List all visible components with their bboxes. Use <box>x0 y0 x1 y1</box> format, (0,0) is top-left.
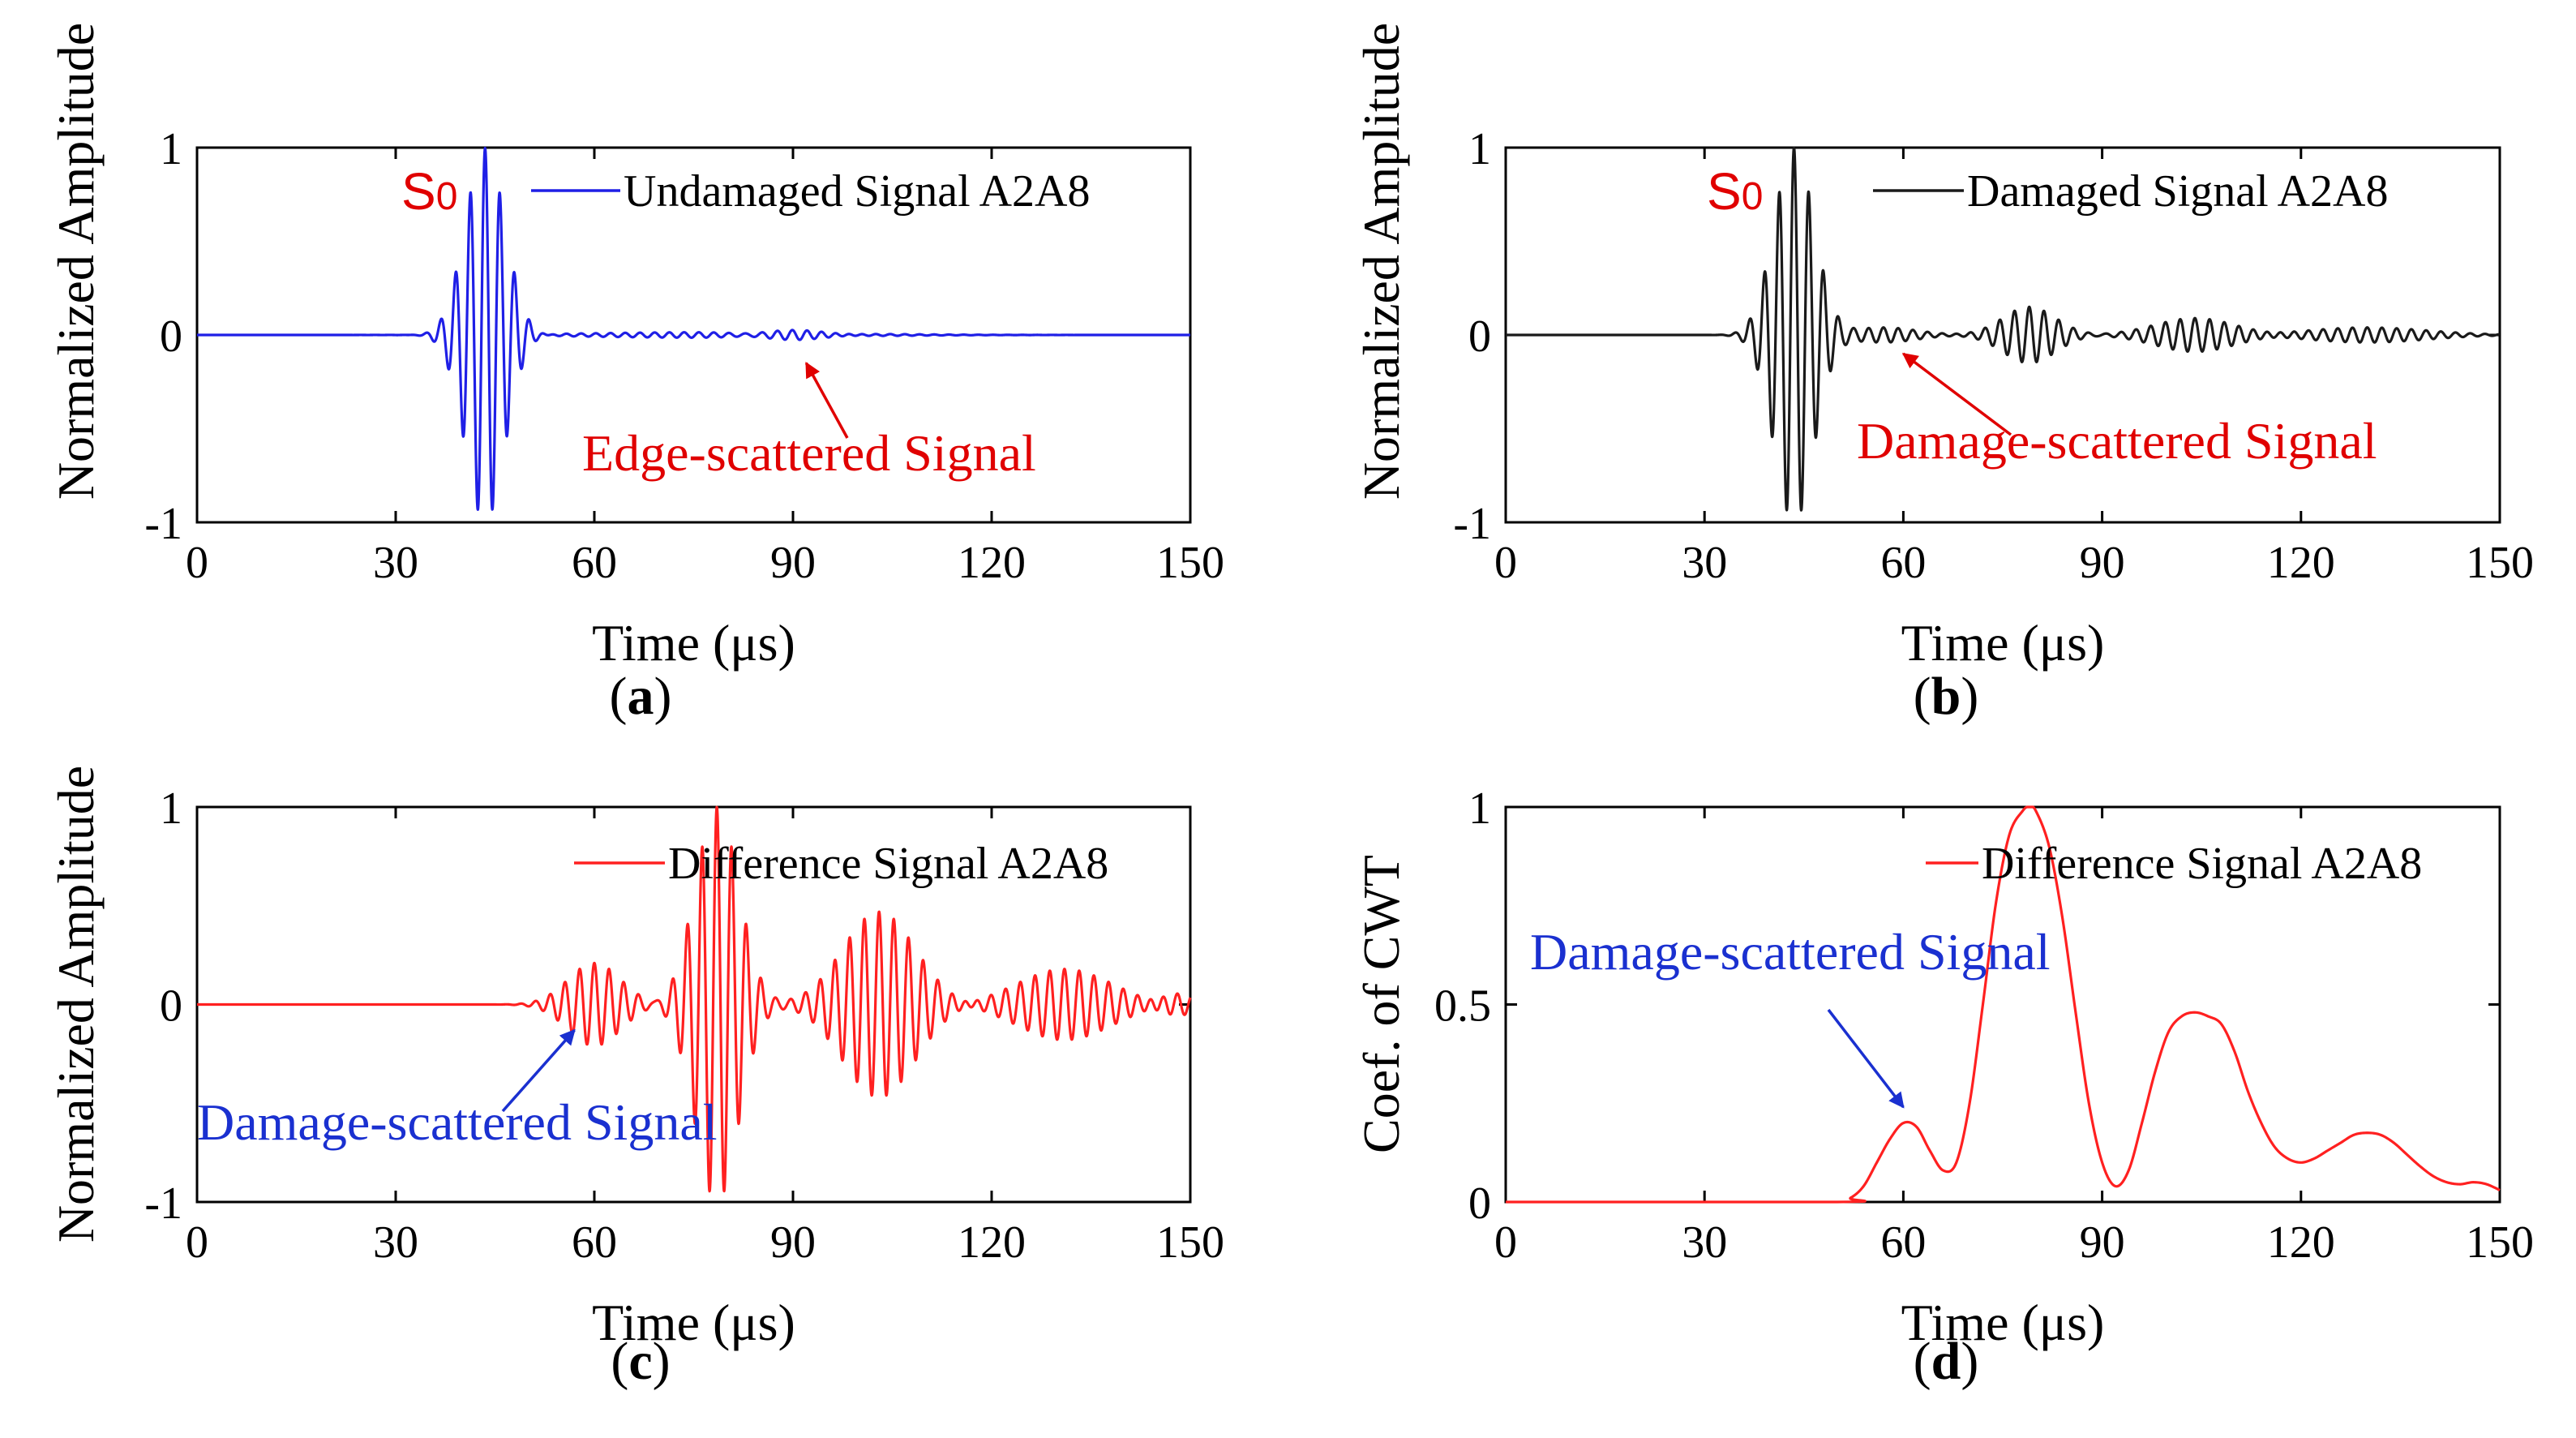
x-axis-label: Time (μs) <box>592 1294 795 1351</box>
x-tick-label: 30 <box>1682 1217 1727 1268</box>
series-line-b <box>1504 146 2501 512</box>
y-tick-label: 0 <box>160 311 182 362</box>
annotation-label: Damage-scattered Signal <box>1530 923 2051 981</box>
y-tick-label: 1 <box>160 124 182 174</box>
x-tick-label: 0 <box>186 538 208 588</box>
mode-label-s0: S0 <box>401 162 457 221</box>
y-tick-label: -1 <box>1453 499 1491 549</box>
x-tick-label: 120 <box>2267 538 2335 588</box>
x-tick-label: 90 <box>2080 538 2125 588</box>
y-tick-label: 1 <box>1468 783 1491 834</box>
x-tick-label: 120 <box>958 538 1026 588</box>
x-tick-label: 30 <box>373 538 418 588</box>
x-tick-label: 150 <box>1156 1217 1224 1268</box>
panel-caption: (a) <box>610 667 672 726</box>
y-tick-label: -1 <box>144 499 182 549</box>
y-axis-label: Normalized Amplitude <box>47 766 105 1243</box>
x-axis-label: Time (μs) <box>1901 614 2105 672</box>
y-tick-label: 0 <box>160 981 182 1032</box>
legend-label: Damaged Signal A2A8 <box>1967 166 2388 217</box>
x-tick-label: 150 <box>2466 538 2534 588</box>
legend-label: Undamaged Signal A2A8 <box>624 166 1090 217</box>
y-tick-label: 0.5 <box>1434 981 1491 1032</box>
y-axis-label: Normalized Amplitude <box>1352 23 1410 500</box>
x-axis-label: Time (μs) <box>592 614 795 672</box>
y-tick-label: 1 <box>160 783 182 834</box>
y-tick-label: 0 <box>1468 311 1491 362</box>
annotation-arrow <box>1901 352 2012 436</box>
x-tick-label: 90 <box>2080 1217 2125 1268</box>
x-tick-label: 60 <box>572 538 617 588</box>
y-axis-label: Coef. of CWT <box>1352 855 1410 1153</box>
series-line-a <box>195 146 1192 511</box>
y-tick-label: 0 <box>1468 1178 1491 1229</box>
x-tick-label: 90 <box>770 1217 816 1268</box>
series-line-c <box>195 805 1192 1193</box>
annotation-label: Edge-scattered Signal <box>582 424 1036 482</box>
x-tick-label: 30 <box>1682 538 1727 588</box>
panel-caption: (c) <box>611 1332 670 1391</box>
panel-caption: (b) <box>1914 667 1979 726</box>
x-tick-label: 60 <box>572 1217 617 1268</box>
y-tick-label: -1 <box>144 1178 182 1229</box>
legend-label: Difference Signal A2A8 <box>668 839 1108 889</box>
y-axis-label: Normalized Amplitude <box>47 23 105 500</box>
annotation-label: Damage-scattered Signal <box>197 1093 718 1151</box>
annotation-arrow <box>1827 1008 1905 1109</box>
x-axis-label: Time (μs) <box>1901 1294 2105 1351</box>
x-tick-label: 90 <box>770 538 816 588</box>
annotation-arrow <box>501 1028 576 1113</box>
x-tick-label: 120 <box>958 1217 1026 1268</box>
x-tick-label: 150 <box>2466 1217 2534 1268</box>
x-tick-label: 60 <box>1880 1217 1926 1268</box>
x-tick-label: 60 <box>1880 538 1926 588</box>
x-tick-label: 0 <box>1494 538 1517 588</box>
x-tick-label: 150 <box>1156 538 1224 588</box>
x-tick-label: 0 <box>186 1217 208 1268</box>
y-tick-label: 1 <box>1468 124 1491 174</box>
x-tick-label: 120 <box>2267 1217 2335 1268</box>
x-tick-label: 30 <box>373 1217 418 1268</box>
panel-caption: (d) <box>1914 1332 1979 1391</box>
x-tick-label: 0 <box>1494 1217 1517 1268</box>
chart-panel-d: 0 30 60 90 120 150 0 0.5 1 Time (μs) Coef. of CWT D… <box>1352 783 2534 1391</box>
annotation-label: Damage-scattered Signal <box>1857 412 2377 470</box>
mode-label-s0: S0 <box>1707 162 1763 221</box>
legend-label: Difference Signal A2A8 <box>1982 839 2422 889</box>
series-line-d <box>1506 805 2501 1204</box>
annotation-arrow <box>804 361 849 439</box>
